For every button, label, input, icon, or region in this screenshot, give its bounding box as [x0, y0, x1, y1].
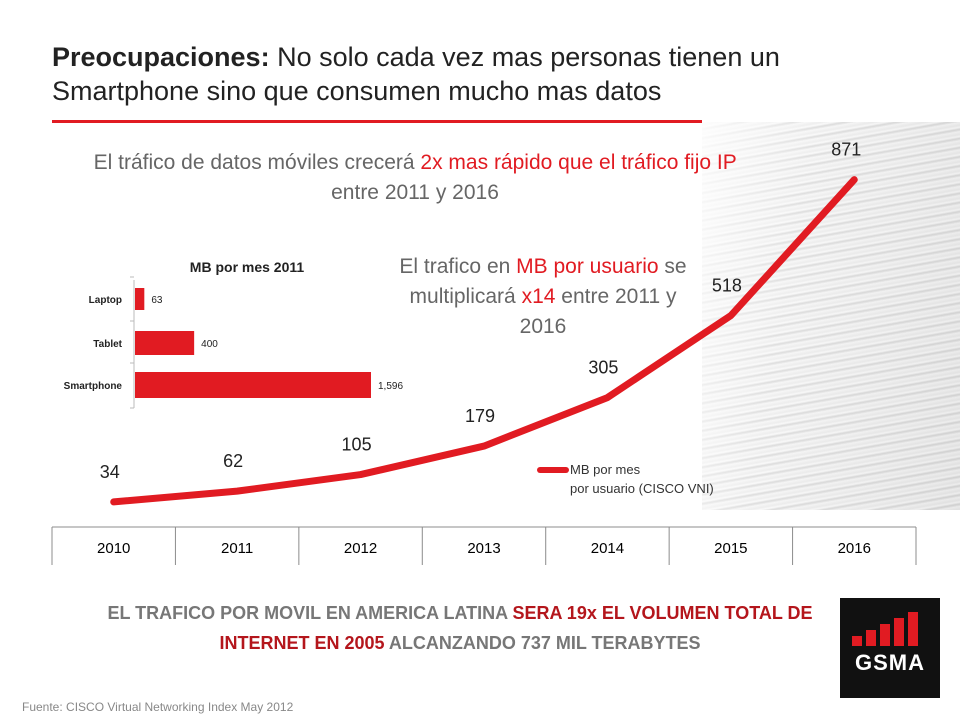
data-label: 305 [588, 358, 618, 378]
bar-category-label: Tablet [93, 339, 122, 350]
bar-value-label: 400 [201, 339, 218, 350]
gsma-logo: GSMA [840, 598, 940, 698]
bar [135, 372, 371, 398]
data-point [236, 490, 239, 493]
x-tick-label: 2015 [714, 540, 747, 557]
bottom-statement: EL TRAFICO POR MOVIL EN AMERICA LATINA S… [100, 598, 820, 658]
data-label: 105 [342, 435, 372, 455]
bar [135, 288, 145, 310]
source-note: Fuente: CISCO Virtual Networking Index M… [22, 700, 294, 714]
callout-part1: El trafico en [399, 255, 517, 278]
x-tick-label: 2011 [221, 540, 253, 557]
bar-chart-title: MB por mes 2011 [190, 259, 305, 275]
x-tick-label: 2014 [591, 540, 624, 557]
data-point [359, 473, 362, 476]
title-bold: Preocupaciones: [52, 42, 270, 72]
gsma-logo-mark: GSMA [852, 612, 925, 675]
headline-growth-part3: entre 2011 y 2016 [331, 181, 499, 204]
x-tick-label: 2013 [467, 540, 500, 557]
title-divider [52, 120, 702, 123]
data-label: 62 [223, 451, 243, 471]
bottom-part3: ALCANZANDO 737 MIL TERABYTES [384, 633, 701, 653]
x-tick-label: 2012 [344, 540, 377, 557]
bar-value-label: 63 [151, 295, 163, 306]
data-point [112, 500, 115, 503]
callout-mb-per-user: El trafico en MB por usuario se multipli… [398, 252, 688, 342]
x-tick-label: 2010 [97, 540, 130, 557]
bar-category-label: Laptop [89, 295, 122, 306]
bottom-highlight: SERA 19x EL VOLUMEN TOTAL DE INTERNET EN… [219, 603, 813, 653]
bar [135, 331, 195, 355]
title-rest: No solo cada vez mas personas tienen un … [52, 42, 780, 106]
bottom-part1: EL TRAFICO POR MOVIL EN AMERICA LATINA [107, 603, 513, 623]
legend-label: por usuario (CISCO VNI) [570, 481, 714, 496]
data-point [483, 445, 485, 448]
x-tick-label: 2016 [838, 540, 871, 557]
bar-category-label: Smartphone [64, 381, 123, 392]
legend-label: MB por mes [570, 462, 641, 477]
callout-highlight-mb: MB por usuario [516, 255, 659, 278]
data-point [606, 396, 609, 399]
bar-value-label: 1,596 [378, 381, 403, 392]
headline-growth-highlight: 2x mas rápido que el tráfico fijo IP [420, 151, 737, 174]
callout-highlight-x14: x14 [521, 285, 556, 308]
gsma-logo-text: GSMA [855, 650, 925, 675]
page-title: Preocupaciones: No solo cada vez mas per… [52, 40, 912, 108]
headline-growth-part1: El tráfico de datos móviles crecerá [93, 151, 421, 174]
data-label: 179 [465, 406, 495, 426]
headline-growth: El tráfico de datos móviles crecerá 2x m… [70, 148, 760, 208]
data-label: 34 [100, 462, 120, 482]
